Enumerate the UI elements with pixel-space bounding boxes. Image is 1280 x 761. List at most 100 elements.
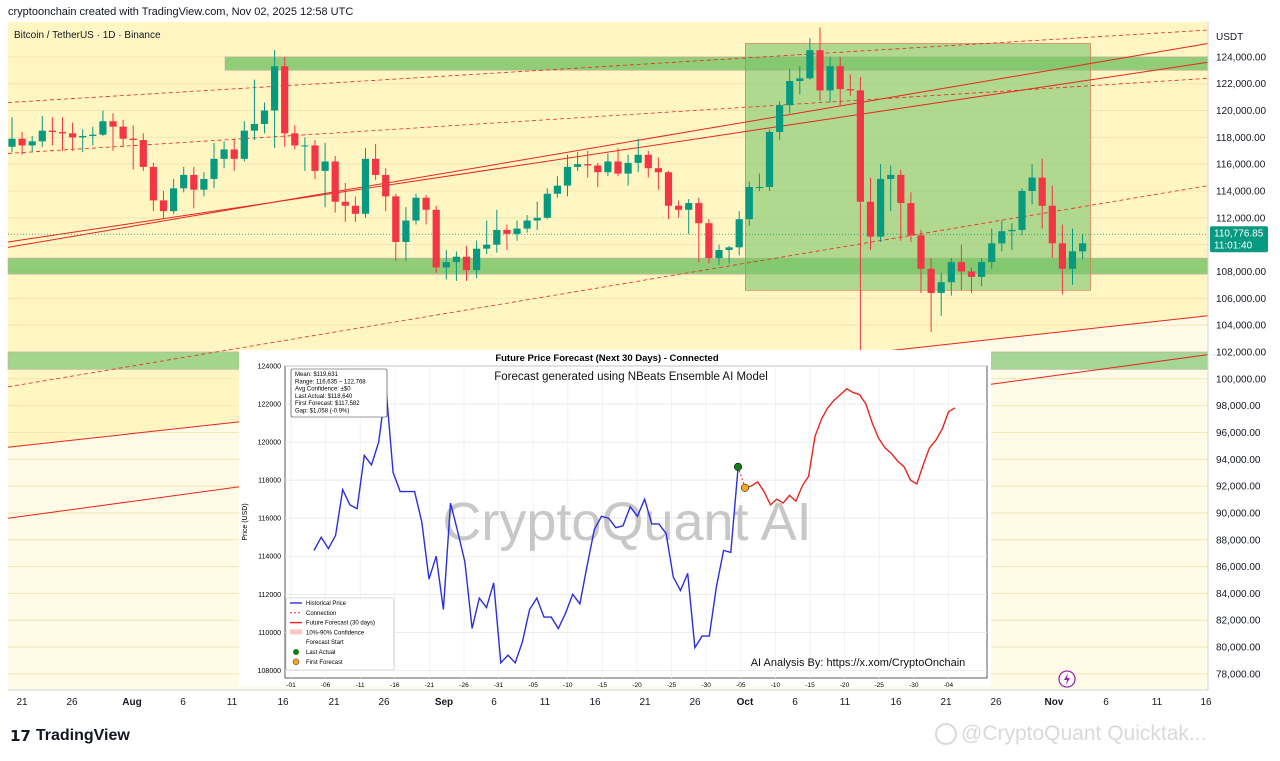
time-tick: 26 — [990, 697, 1002, 708]
time-tick: 16 — [589, 697, 601, 708]
candle — [452, 251, 460, 281]
price-tick: 84,000.00 — [1216, 589, 1261, 600]
forecast-legend — [285, 597, 395, 671]
forecast-ytick: 108000 — [258, 668, 281, 675]
candle-body — [715, 250, 723, 259]
price-tick: 82,000.00 — [1216, 616, 1261, 627]
time-tick: 6 — [1103, 697, 1109, 708]
candle — [210, 142, 218, 189]
candle-body — [765, 131, 774, 187]
candle-body — [1048, 205, 1056, 244]
lightning-icon[interactable] — [1058, 670, 1076, 688]
candle — [806, 38, 814, 80]
tradingview-logo-icon: 𝟭𝟳 — [10, 728, 31, 745]
candle-body — [543, 193, 551, 218]
candle — [311, 140, 319, 179]
candle — [675, 200, 683, 218]
candle — [735, 211, 743, 256]
candle-body — [422, 197, 430, 210]
time-tick: 21 — [639, 697, 651, 708]
candle-body — [442, 262, 450, 268]
price-tick: 114,000.00 — [1216, 187, 1266, 198]
candle-body — [634, 154, 642, 163]
candle — [826, 56, 834, 103]
candle — [836, 56, 844, 106]
candle — [776, 101, 784, 141]
candle-body — [947, 262, 955, 283]
candle-body — [341, 201, 349, 206]
candle — [988, 228, 996, 269]
current-price-label: 110,776.85 — [1214, 228, 1264, 239]
legend-label: Last Actual — [306, 650, 335, 656]
candle-body — [18, 138, 26, 146]
candle — [442, 250, 450, 280]
time-tick: Aug — [122, 697, 141, 708]
legend-label: Historical Price — [306, 601, 347, 607]
candle-body — [28, 141, 36, 146]
price-tick: 92,000.00 — [1216, 482, 1261, 493]
candle-body — [48, 130, 56, 132]
symbol-title[interactable]: Bitcoin / TetherUS · 1D · Binance — [14, 30, 161, 41]
candle-body — [1028, 177, 1036, 192]
candle-body — [745, 186, 753, 220]
legend-label: Forecast Start — [306, 640, 344, 646]
forecast-xtick: -11 — [356, 682, 365, 689]
price-tick: 118,000.00 — [1216, 133, 1266, 144]
candle — [917, 229, 925, 293]
candle-body — [897, 174, 905, 204]
forecast-ytick: 110000 — [258, 630, 281, 637]
candle — [765, 129, 774, 192]
forecast-stat: Range: 116,635 – 122,768 — [295, 379, 366, 385]
candle — [240, 121, 248, 162]
price-tick: 106,000.00 — [1216, 294, 1266, 305]
candle-body — [462, 256, 471, 271]
upper-channel — [7, 29, 1209, 103]
candle — [1038, 158, 1046, 229]
price-tick: 90,000.00 — [1216, 508, 1261, 519]
candle — [341, 182, 349, 222]
currency-label[interactable]: USDT — [1216, 32, 1243, 43]
candle — [887, 165, 895, 212]
time-tick: Sep — [435, 697, 453, 708]
time-tick: Nov — [1045, 697, 1064, 708]
forecast-xtick: -20 — [632, 682, 642, 689]
candle-body — [675, 205, 683, 210]
price-axis[interactable] — [1208, 22, 1280, 690]
candle-body — [69, 133, 77, 138]
candle-body — [473, 248, 481, 271]
candle-body — [957, 262, 965, 272]
candle — [402, 207, 410, 261]
candle-body — [412, 197, 420, 221]
candle — [786, 68, 794, 114]
cryptoquant-logo-icon — [935, 723, 957, 746]
candle — [877, 164, 885, 242]
candle — [361, 148, 370, 218]
candle — [816, 27, 824, 102]
candle-body — [877, 178, 885, 237]
candle-body — [432, 209, 440, 268]
candle-body — [1068, 251, 1077, 269]
time-tick: 21 — [16, 697, 28, 708]
candle — [493, 209, 501, 253]
price-tick: 78,000.00 — [1216, 669, 1261, 680]
forecast-ytick: 114000 — [258, 554, 281, 561]
candle-body — [291, 133, 299, 146]
candle — [563, 154, 572, 197]
countdown-label: 11:01:40 — [1214, 240, 1253, 251]
candle-body — [129, 138, 137, 141]
forecast-xtick: -26 — [459, 682, 469, 689]
candle — [230, 138, 238, 171]
candle — [533, 201, 541, 230]
price-tick: 96,000.00 — [1216, 428, 1261, 439]
candle — [725, 246, 733, 264]
time-tick: 26 — [66, 697, 78, 708]
candle — [69, 122, 77, 151]
candle — [79, 129, 87, 153]
legend-first-forecast-swatch — [292, 658, 300, 665]
candle — [149, 162, 157, 212]
tradingview-logo[interactable]: 𝟭𝟳 TradingView — [10, 727, 130, 745]
candle — [18, 131, 26, 155]
forecast-xtick: -01 — [286, 682, 296, 689]
legend-confidence-swatch — [290, 629, 302, 635]
